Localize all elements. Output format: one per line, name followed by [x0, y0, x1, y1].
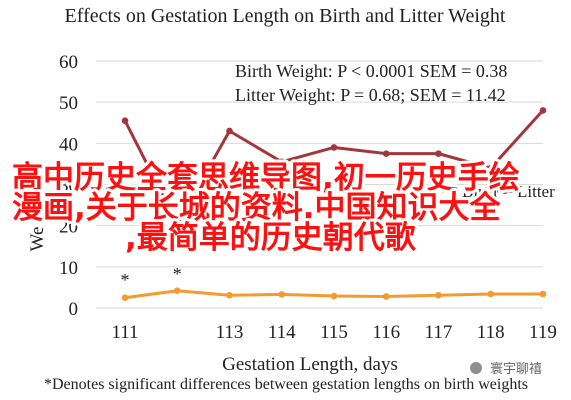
overlay-text-halo: ,最简单的历史朝代歌 — [125, 220, 417, 256]
overlay-text: 高中历史全套思维导图,初一历史手绘 — [12, 160, 520, 196]
y-axis-label: We — [27, 227, 48, 252]
series-point-litter — [121, 117, 129, 124]
x-tick-label: 113 — [216, 322, 244, 343]
x-tick-label: 116 — [372, 322, 400, 343]
series-point-birth — [278, 291, 286, 298]
annotation-litter-weight: Litter Weight: P = 0.68; SEM = 11.42 — [235, 85, 506, 105]
chart-ticks: 0 10 20 30 40 50 60 111 113 114 115 116 117 118 119 — [59, 52, 557, 343]
series-point-litter — [435, 150, 442, 157]
series-point-litter — [226, 127, 233, 135]
series-point-birth — [539, 290, 547, 298]
legend-label-litter: Litter — [517, 182, 555, 201]
series-point-litter — [173, 220, 181, 227]
watermark-icon — [470, 362, 482, 374]
series-point-litter — [278, 158, 286, 166]
y-tick-label: 0 — [69, 299, 79, 320]
series-point-birth — [330, 292, 338, 300]
chart-grid — [96, 60, 543, 309]
annotation-birth-weight: Birth Weight: P < 0.0001 SEM = 0.38 — [235, 61, 507, 81]
x-tick-label: 118 — [477, 322, 505, 343]
significance-star: * — [173, 264, 182, 284]
significance-star: * — [121, 270, 130, 290]
legend-marker-litter — [502, 188, 508, 194]
x-tick-label: 114 — [268, 322, 296, 343]
x-axis-label: Gestation Length, days — [222, 354, 398, 375]
y-tick-label: 20 — [59, 217, 78, 238]
chart-series — [121, 107, 547, 302]
overlay-text-halo: 高中历史全套思维导图,初一历史手绘 — [12, 160, 520, 196]
y-tick-label: 30 — [59, 176, 78, 197]
series-point-birth — [382, 293, 390, 300]
series-point-birth — [226, 291, 233, 299]
y-tick-label: 60 — [59, 52, 78, 73]
overlay-text-layer: 高中历史全套思维导图,初一历史手绘高中历史全套思维导图,初一历史手绘漫画,关于长… — [9, 157, 542, 377]
x-tick-label: 119 — [529, 322, 557, 343]
chart-footnote: *Denotes significant differences between… — [44, 376, 528, 393]
watermark-text: 寰宇聊禧 — [490, 361, 542, 377]
series-point-litter — [539, 107, 547, 114]
series-point-litter — [487, 164, 495, 172]
series-point-birth — [487, 290, 495, 298]
y-tick-label: 40 — [59, 134, 78, 155]
x-tick-label: 115 — [320, 322, 348, 343]
legend-label-birth: Birth — [462, 182, 497, 201]
x-tick-label: 111 — [111, 322, 138, 343]
overlay-text: ,最简单的历史朝代歌 — [125, 220, 417, 256]
legend-marker-birth — [447, 188, 453, 194]
series-point-birth — [173, 287, 181, 295]
chart-title: Effects on Gestation Length on Birth and… — [65, 5, 506, 27]
overlay-text-halo: 漫画,关于长城的资料,中国知识大全 — [12, 190, 502, 226]
y-tick-label: 10 — [59, 258, 78, 279]
series-point-litter — [382, 150, 390, 157]
series-point-birth — [121, 294, 129, 302]
series-point-litter — [330, 144, 338, 151]
overlay-text: 漫画,关于长城的资料,中国知识大全 — [12, 190, 502, 226]
x-tick-label: 117 — [425, 322, 453, 343]
chart-labels: Effects on Gestation Length on Birth and… — [27, 5, 555, 393]
series-point-birth — [435, 291, 442, 299]
y-tick-label: 50 — [59, 93, 78, 114]
